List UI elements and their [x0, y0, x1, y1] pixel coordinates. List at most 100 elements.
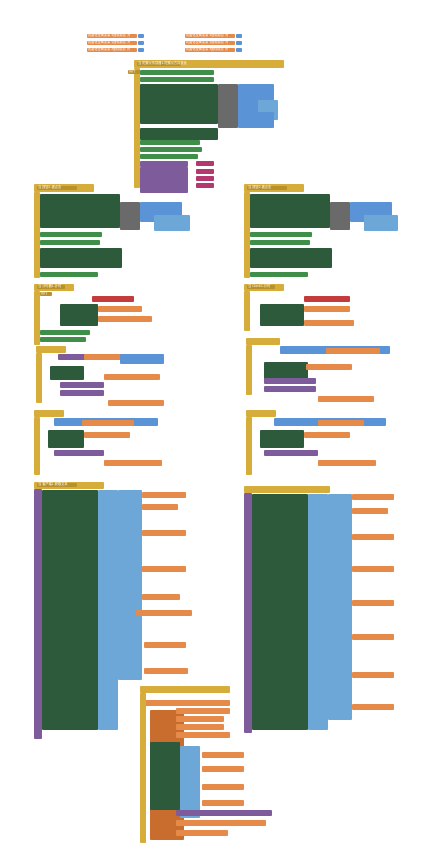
control-block[interactable] — [60, 304, 98, 326]
text-block[interactable] — [196, 176, 214, 181]
statement-block[interactable] — [140, 140, 200, 145]
control-block[interactable] — [260, 304, 304, 326]
math-column[interactable] — [118, 490, 142, 680]
procedure-call-block[interactable] — [140, 167, 188, 193]
variable-block[interactable] — [176, 716, 224, 722]
procedure-call-block[interactable] — [60, 390, 104, 396]
variable-block[interactable] — [98, 306, 142, 312]
number-block[interactable] — [236, 41, 242, 45]
variable-block[interactable] — [352, 566, 394, 572]
variable-block[interactable] — [144, 668, 188, 674]
statement-block[interactable] — [140, 154, 198, 159]
variable-block[interactable] — [82, 420, 134, 426]
variable-block[interactable] — [304, 306, 350, 312]
variable-block[interactable] — [202, 784, 244, 790]
variable-block[interactable] — [202, 752, 244, 758]
text-block[interactable] — [196, 183, 214, 188]
statement-block[interactable] — [40, 272, 98, 277]
statement-block[interactable] — [40, 240, 100, 245]
variable-block[interactable] — [202, 800, 244, 806]
variable-block[interactable] — [104, 374, 160, 380]
statement-block[interactable] — [250, 240, 310, 245]
procedure-call-block[interactable] — [54, 450, 104, 456]
variable-block[interactable] — [352, 704, 394, 710]
variable-block[interactable] — [142, 566, 186, 572]
control-block[interactable] — [50, 366, 84, 380]
statement-block[interactable] — [140, 147, 202, 152]
procedure-call-block[interactable] — [140, 161, 188, 167]
variable-block[interactable] — [352, 508, 388, 514]
variable-block[interactable] — [108, 400, 164, 406]
variable-block[interactable] — [98, 316, 152, 322]
math-column[interactable] — [98, 490, 118, 730]
event-block[interactable] — [34, 410, 64, 417]
event-block[interactable] — [36, 346, 66, 353]
variable-block[interactable] — [142, 504, 178, 510]
math-block[interactable] — [120, 354, 164, 364]
variable-block[interactable] — [318, 460, 376, 466]
procedure-call-block[interactable] — [60, 382, 104, 388]
control-block[interactable] — [48, 430, 84, 448]
global-var-block[interactable]: 初始化全局变量 y座标原点 为 — [185, 40, 235, 45]
operator-block[interactable] — [330, 202, 350, 230]
procedure-call-block[interactable] — [264, 450, 318, 456]
control-block[interactable] — [140, 84, 218, 124]
event-block[interactable] — [246, 410, 276, 417]
variable-block[interactable] — [352, 672, 394, 678]
statement-block[interactable] — [140, 77, 214, 82]
variable-block[interactable] — [84, 432, 130, 438]
number-block[interactable] — [236, 48, 242, 52]
variable-block[interactable] — [352, 494, 394, 500]
variable-block[interactable] — [326, 348, 380, 354]
global-var-block[interactable]: 初始化全局变量 y座标原点 为 — [87, 40, 137, 45]
variable-block[interactable] — [352, 634, 394, 640]
math-block[interactable] — [364, 215, 398, 231]
control-block[interactable] — [250, 194, 330, 228]
control-block[interactable] — [150, 742, 180, 810]
variable-block[interactable] — [176, 820, 266, 826]
text-block[interactable] — [196, 169, 214, 174]
variable-block[interactable] — [84, 354, 128, 360]
control-block[interactable] — [264, 362, 308, 380]
control-block[interactable] — [42, 490, 98, 730]
variable-block[interactable] — [176, 732, 230, 738]
variable-block[interactable] — [304, 432, 350, 438]
event-block[interactable] — [134, 60, 284, 68]
variable-block[interactable] — [142, 530, 186, 536]
control-block[interactable] — [250, 248, 332, 268]
variable-block[interactable] — [144, 700, 188, 706]
math-block[interactable] — [238, 112, 274, 128]
global-var-block[interactable]: 初始化全局变量 x座标原点 为 — [185, 33, 235, 38]
control-block[interactable] — [140, 128, 218, 140]
variable-block[interactable] — [202, 766, 244, 772]
number-block[interactable] — [138, 41, 144, 45]
number-block[interactable] — [236, 34, 242, 38]
variable-block[interactable] — [136, 610, 192, 616]
variable-block[interactable] — [318, 396, 374, 402]
math-column[interactable] — [328, 494, 352, 720]
event-block[interactable] — [246, 338, 280, 345]
statement-block[interactable] — [250, 272, 308, 277]
statement-block[interactable] — [40, 330, 90, 335]
variable-block[interactable] — [142, 492, 186, 498]
control-block[interactable] — [40, 194, 120, 228]
statement-block[interactable] — [140, 70, 214, 75]
control-block[interactable] — [260, 430, 304, 448]
variable-block[interactable] — [176, 830, 228, 836]
variable-block[interactable] — [304, 320, 354, 326]
logic-block[interactable] — [92, 296, 134, 302]
math-column[interactable] — [308, 494, 328, 730]
procedure-call-block[interactable] — [176, 810, 272, 816]
event-block[interactable] — [244, 486, 330, 493]
control-block[interactable] — [40, 248, 122, 268]
global-var-block[interactable]: 初始化全局变量 z座标原点 为 — [185, 47, 235, 52]
variable-block[interactable] — [144, 642, 186, 648]
operator-block[interactable] — [120, 202, 140, 230]
control-block[interactable] — [252, 494, 308, 730]
number-block[interactable] — [138, 34, 144, 38]
operator-block[interactable] — [218, 112, 238, 128]
variable-block[interactable] — [176, 700, 230, 706]
statement-block[interactable] — [40, 232, 102, 237]
variable-block[interactable] — [352, 600, 394, 606]
variable-block[interactable] — [306, 364, 352, 370]
